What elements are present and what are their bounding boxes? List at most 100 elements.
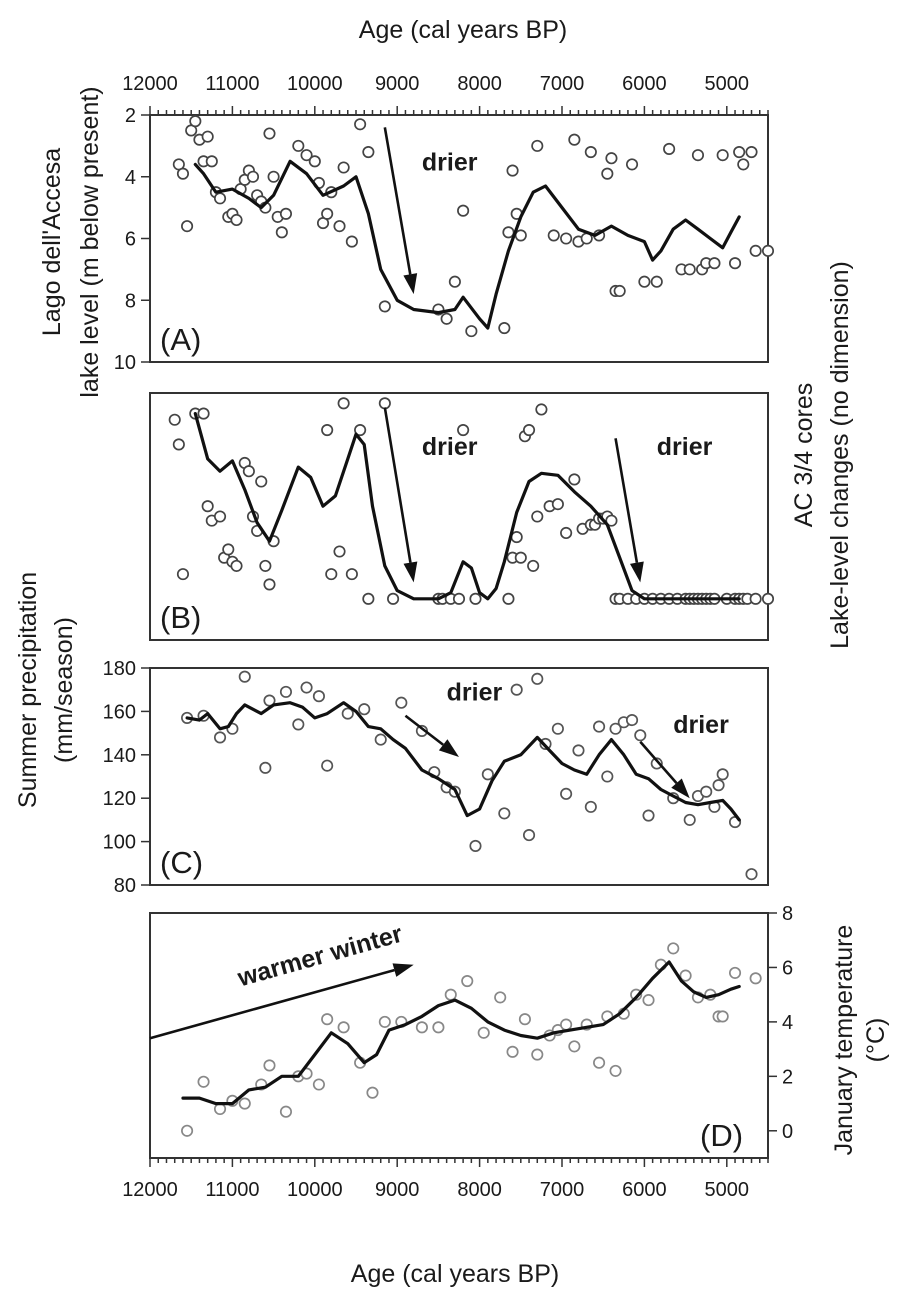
panel-b-data-point [387, 592, 400, 605]
panel-d-arrow-0 [149, 968, 395, 1040]
top-x-tick-label-6000: 6000 [622, 73, 667, 95]
top-x-tick-label-12000: 12000 [122, 73, 178, 95]
panel-b-data-point [531, 510, 544, 523]
panel-a-data-point [354, 118, 367, 131]
panel-c-y-tick-label-80: 80 [114, 875, 136, 897]
panel-a-data-point [547, 229, 560, 242]
bottom-x-tick-label-7000: 7000 [540, 1179, 585, 1201]
panel-d-data-point [477, 1026, 490, 1039]
panel-d-data-point [444, 988, 457, 1001]
panel-a-arrow-0 [383, 127, 412, 275]
panel-d-arrow-head-0 [392, 963, 414, 977]
panel-d-data-point [263, 1059, 276, 1072]
bottom-x-tick-label-10000: 10000 [287, 1179, 343, 1201]
panel-c-data-point [609, 722, 622, 735]
panel-b-smoothed-curve [193, 412, 741, 601]
panel-d-data-point [494, 991, 507, 1004]
panel-a-data-point [230, 213, 243, 227]
panel-b-data-point [230, 559, 243, 572]
panel-a-data-point [321, 207, 334, 220]
panel-a-data-point [267, 170, 280, 183]
panel-d-y-tick-label-0: 0 [782, 1121, 793, 1143]
panel-c-data-point [683, 813, 696, 826]
panel-a-data-point [560, 232, 573, 245]
panel-c-y-title: Summer precipitation [14, 572, 42, 808]
panel-c-data-point [712, 779, 725, 792]
panel-c-data-point [259, 761, 272, 774]
panel-d-data-point [609, 1064, 622, 1077]
panel-a-data-point [275, 226, 288, 239]
top-x-axis-title: Age (cal years BP) [359, 16, 567, 44]
panel-c-arrow-0 [404, 714, 444, 746]
panel-c-data-point [634, 729, 647, 742]
panel-d-y-tick-label-6: 6 [782, 957, 793, 979]
panel-c-data-point [584, 800, 597, 813]
panel-c-arrow-1 [639, 740, 678, 785]
panel-a-data-point [683, 263, 696, 276]
panel-b-data-point [605, 514, 618, 527]
panel-d-y-tick-label-8: 8 [782, 903, 793, 925]
panel-b-data-point [176, 568, 190, 581]
panel-c-data-point [312, 690, 325, 703]
panel-c-data-point [238, 670, 251, 683]
panel-d: 0 2 4 6 8 warmer winter (D) [149, 903, 793, 1159]
panel-a-annotation-0: drier [422, 149, 478, 177]
panel-a-data-point [308, 155, 321, 168]
panel-a-y-title-2: lake level (m below present) [76, 86, 104, 397]
panel-c-y-tick-label-140: 140 [103, 745, 136, 767]
panel-c-data-point [531, 672, 544, 685]
panel-a-data-point [761, 244, 775, 257]
panel-a-label: (A) [160, 322, 201, 357]
panel-c-data-point [716, 768, 729, 781]
panel-c-data-point [395, 696, 408, 709]
panel-c-frame [149, 667, 769, 886]
panel-c-annotation-0: drier [447, 679, 503, 707]
top-x-tick-label-8000: 8000 [457, 73, 502, 95]
panel-c-smoothed-curve [185, 701, 741, 822]
bottom-x-tick-label-9000: 9000 [375, 1179, 420, 1201]
panel-c-arrow-head-0 [438, 739, 459, 757]
panel-a-data-point [213, 192, 227, 205]
panel-b-data-point [333, 545, 346, 558]
panel-a-data-point [737, 158, 750, 171]
top-x-tick-label-7000: 7000 [540, 73, 585, 95]
panel-a-data-point [362, 146, 375, 159]
panel-d-data-point [716, 1010, 729, 1023]
panel-c-data-point [700, 785, 713, 798]
panel-a-data-point [728, 257, 742, 270]
panel-a-y-tick-label-10: 10 [114, 352, 136, 374]
panel-a: 2 4 6 8 10 drier (A) [114, 105, 775, 374]
panel-d-data-point [568, 1040, 581, 1053]
panel-b-data-point [551, 498, 564, 511]
panel-a-data-point [733, 146, 746, 159]
panel-b-label: (B) [160, 600, 201, 635]
panel-b-data-point [469, 592, 482, 605]
panel-b-data-point [749, 592, 762, 605]
panel-c-data-point [650, 757, 663, 770]
panel-d-frame [149, 912, 769, 1159]
panel-c-data-point [292, 718, 305, 731]
panel-c-y-tick-label-160: 160 [103, 701, 136, 723]
panel-b-arrow-1 [614, 438, 639, 563]
panel-a-data-point [176, 167, 190, 180]
panel-b-arrow-0 [383, 407, 412, 563]
panel-a-data-point [345, 235, 358, 248]
panel-c-y-tick-label-180: 180 [103, 658, 136, 680]
panel-a-y-tick-label-6: 6 [125, 229, 136, 251]
panel-b-y-title-2: Lake-level changes (no dimension) [826, 261, 854, 649]
panel-b-data-point [325, 568, 338, 581]
panel-b-data-point [213, 510, 227, 523]
panel-c-data-point [522, 829, 536, 842]
panel-a-data-point [745, 146, 758, 159]
panel-a-data-point [601, 167, 614, 180]
panel-c-data-point [374, 733, 387, 746]
panel-a-data-point [201, 130, 214, 143]
panel-b-data-point [568, 473, 581, 486]
panel-a-data-point [246, 170, 260, 183]
panel-b-data-point [560, 526, 573, 540]
panel-b-data-point [259, 559, 272, 572]
panel-c-arrow-head-1 [671, 778, 690, 799]
panel-a-data-point [378, 300, 391, 313]
top-x-tick-label-11000: 11000 [205, 73, 259, 95]
panel-b-data-point [354, 423, 367, 437]
